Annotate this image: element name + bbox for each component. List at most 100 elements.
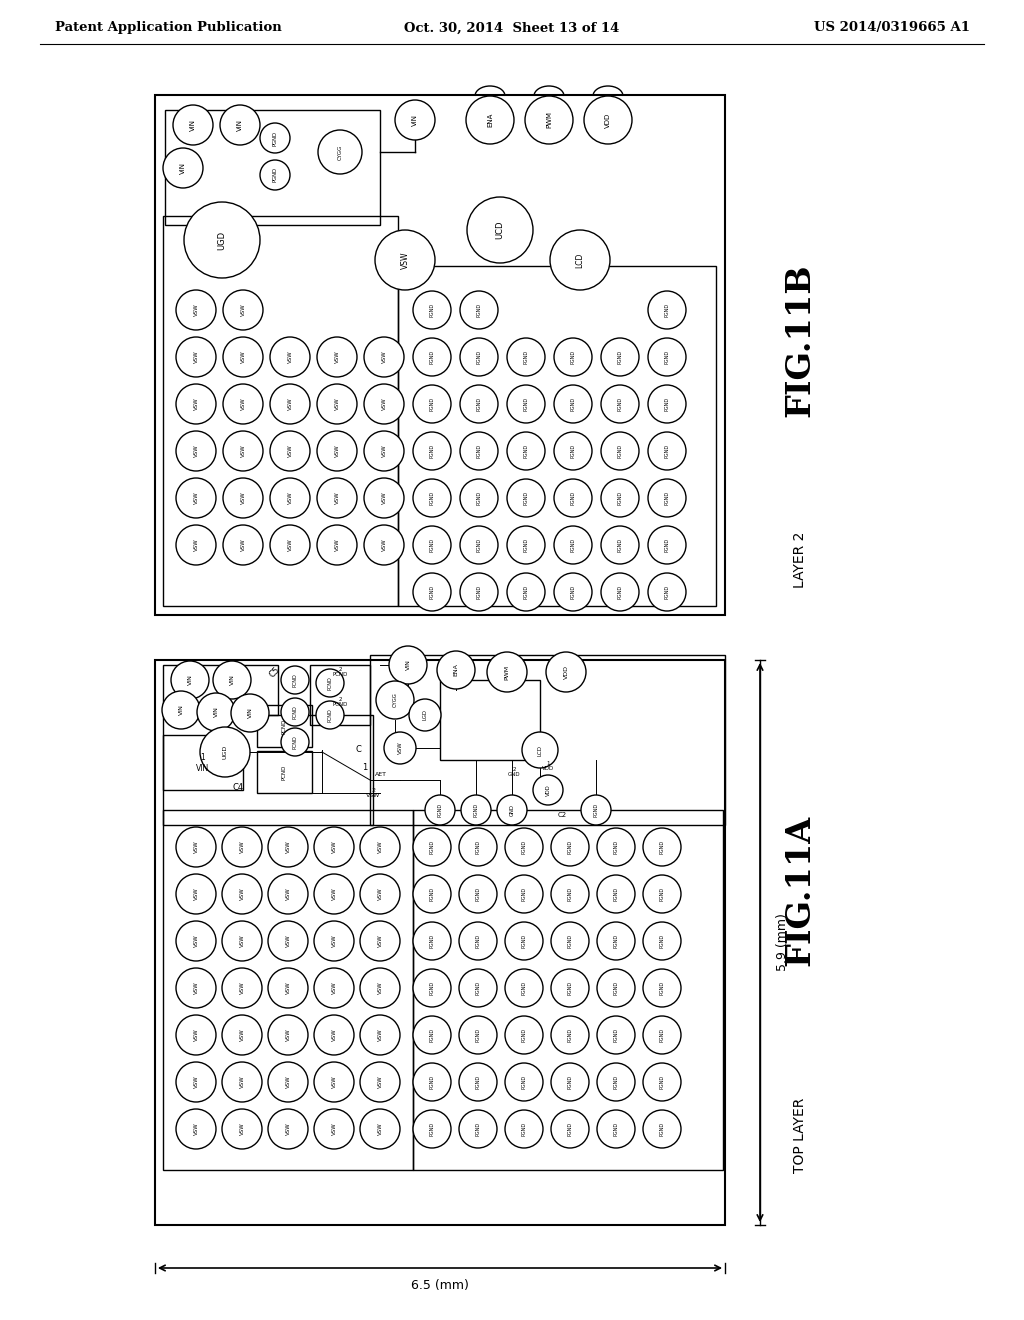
- Circle shape: [601, 525, 639, 564]
- Circle shape: [597, 875, 635, 913]
- Circle shape: [222, 828, 262, 867]
- Circle shape: [360, 921, 400, 961]
- Text: LCD: LCD: [538, 744, 543, 755]
- Text: VSW: VSW: [240, 841, 245, 853]
- Circle shape: [413, 1110, 451, 1148]
- Text: 2
GND: 2 GND: [508, 767, 520, 777]
- Text: PGND: PGND: [613, 1122, 618, 1137]
- Text: AET: AET: [375, 772, 387, 777]
- Text: PGND: PGND: [665, 397, 670, 411]
- Text: PGND: PGND: [567, 1028, 572, 1041]
- Circle shape: [597, 828, 635, 866]
- Circle shape: [413, 525, 451, 564]
- Text: VSW: VSW: [240, 1122, 245, 1135]
- Circle shape: [643, 969, 681, 1007]
- Text: VIN: VIN: [190, 119, 196, 131]
- Text: VSW: VSW: [335, 539, 340, 552]
- Circle shape: [281, 729, 309, 756]
- Bar: [163, 216, 398, 606]
- Circle shape: [268, 1109, 308, 1148]
- Text: C5: C5: [268, 665, 283, 678]
- Circle shape: [176, 921, 216, 961]
- Bar: [163, 735, 243, 789]
- Circle shape: [459, 828, 497, 866]
- Circle shape: [171, 661, 209, 700]
- Text: VDD: VDD: [563, 665, 568, 678]
- Circle shape: [413, 828, 451, 866]
- Circle shape: [554, 525, 592, 564]
- Text: PGND: PGND: [659, 1074, 665, 1089]
- Text: PGND: PGND: [617, 585, 623, 599]
- Text: PGND: PGND: [429, 585, 434, 599]
- Text: 1
VIN: 1 VIN: [197, 754, 210, 772]
- Circle shape: [505, 828, 543, 866]
- Circle shape: [317, 337, 357, 378]
- Text: VSW: VSW: [194, 887, 199, 900]
- Text: VSW: VSW: [240, 1028, 245, 1041]
- Circle shape: [597, 1016, 635, 1053]
- Text: VSW: VSW: [241, 491, 246, 504]
- Text: 2
PCND: 2 PCND: [333, 697, 348, 708]
- Circle shape: [223, 384, 263, 424]
- Circle shape: [460, 432, 498, 470]
- Circle shape: [505, 969, 543, 1007]
- Text: 1: 1: [362, 763, 368, 772]
- Circle shape: [268, 1015, 308, 1055]
- Circle shape: [551, 1063, 589, 1101]
- Text: VSW: VSW: [332, 1028, 337, 1041]
- Text: PGND: PGND: [665, 302, 670, 317]
- Text: 2
VSW: 2 VSW: [366, 788, 380, 799]
- Circle shape: [413, 338, 451, 376]
- Circle shape: [507, 479, 545, 517]
- Circle shape: [648, 525, 686, 564]
- Text: VIN: VIN: [229, 675, 234, 685]
- Text: PWM: PWM: [546, 111, 552, 128]
- Text: 6.5 (mm): 6.5 (mm): [411, 1279, 469, 1291]
- Text: PGND: PGND: [429, 350, 434, 364]
- Circle shape: [507, 573, 545, 611]
- Text: PGND: PGND: [567, 1122, 572, 1137]
- Text: Oct. 30, 2014  Sheet 13 of 14: Oct. 30, 2014 Sheet 13 of 14: [404, 21, 620, 34]
- Circle shape: [413, 385, 451, 422]
- Text: PGND: PGND: [665, 585, 670, 599]
- Text: VDD: VDD: [605, 112, 611, 128]
- Circle shape: [223, 290, 263, 330]
- Text: 1
VDD: 1 VDD: [542, 760, 554, 771]
- Text: VIN: VIN: [187, 675, 193, 685]
- Text: PGND: PGND: [659, 935, 665, 948]
- Circle shape: [376, 681, 414, 719]
- Text: PGND: PGND: [476, 491, 481, 506]
- Circle shape: [222, 1063, 262, 1102]
- Text: VSW: VSW: [286, 887, 291, 900]
- Text: TOP LAYER: TOP LAYER: [793, 1097, 807, 1172]
- Text: PGND: PGND: [613, 1074, 618, 1089]
- Text: VSW: VSW: [194, 351, 199, 363]
- Text: PGND: PGND: [521, 1122, 526, 1137]
- Text: VSW: VSW: [286, 1122, 291, 1135]
- Text: PGND: PGND: [613, 935, 618, 948]
- Circle shape: [317, 525, 357, 565]
- Text: VSW: VSW: [378, 887, 383, 900]
- Text: 2
PCND: 2 PCND: [333, 667, 348, 677]
- Circle shape: [643, 1016, 681, 1053]
- Circle shape: [281, 698, 309, 726]
- Text: FIG.11A: FIG.11A: [783, 814, 816, 965]
- Circle shape: [270, 478, 310, 517]
- Text: PGND: PGND: [617, 444, 623, 458]
- Text: PGND: PGND: [523, 539, 528, 552]
- Circle shape: [176, 478, 216, 517]
- Text: VSW: VSW: [378, 982, 383, 994]
- Text: PGND: PGND: [570, 444, 575, 458]
- Circle shape: [176, 290, 216, 330]
- Text: PGND: PGND: [521, 887, 526, 902]
- Circle shape: [223, 337, 263, 378]
- Text: PGND: PGND: [429, 491, 434, 506]
- Circle shape: [176, 384, 216, 424]
- Circle shape: [163, 148, 203, 187]
- Text: VSW: VSW: [382, 397, 386, 411]
- Circle shape: [643, 1063, 681, 1101]
- Text: US 2014/0319665 A1: US 2014/0319665 A1: [814, 21, 970, 34]
- Circle shape: [176, 1015, 216, 1055]
- Bar: [163, 715, 373, 825]
- Text: PGND: PGND: [429, 1028, 434, 1041]
